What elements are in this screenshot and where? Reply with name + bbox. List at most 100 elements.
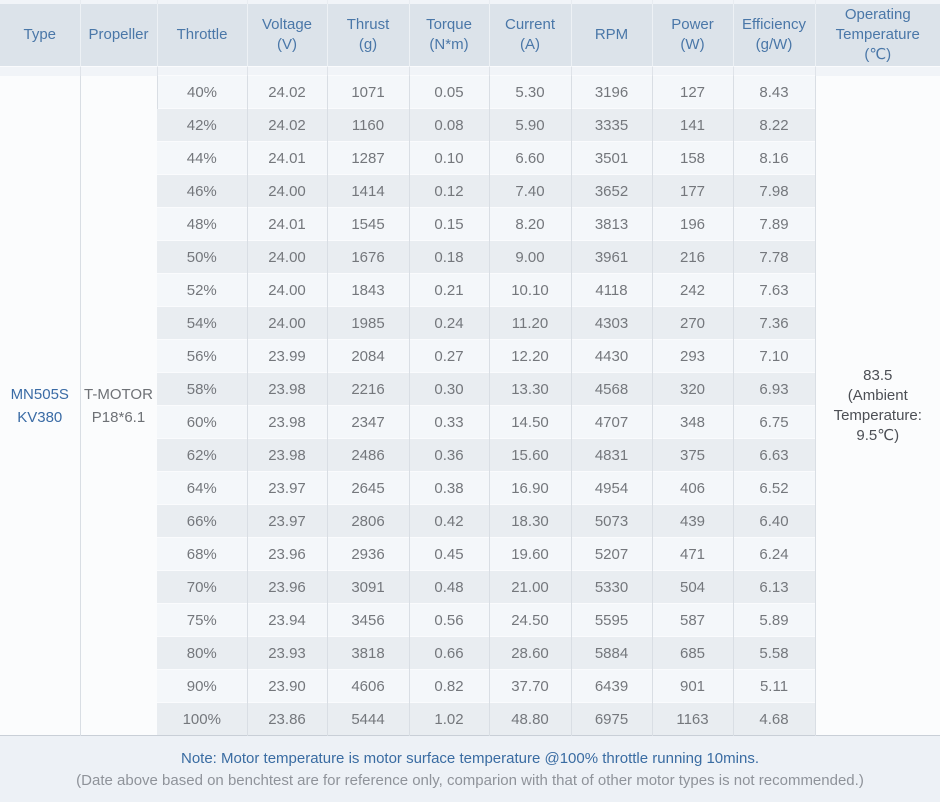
cell-torque: 0.56 <box>408 603 489 637</box>
cell-current: 8.20 <box>488 207 571 241</box>
cell-efficiency: 5.11 <box>732 669 815 703</box>
cell-throttle: 42% <box>157 108 247 142</box>
cell-thrust: 1071 <box>326 75 409 109</box>
cell-efficiency: 8.16 <box>732 141 815 175</box>
cell-power: 901 <box>651 669 733 703</box>
cell-torque: 0.48 <box>408 570 489 604</box>
operating-temperature-cell: 83.5 (Ambient Temperature: 9.5℃) <box>814 75 940 736</box>
note-primary: Note: Motor temperature is motor surface… <box>181 749 759 767</box>
header-propeller: Propeller <box>79 4 157 67</box>
cell-voltage: 23.98 <box>246 438 327 472</box>
cell-throttle: 60% <box>157 405 247 439</box>
cell-thrust: 2216 <box>326 372 409 406</box>
cell-torque: 0.33 <box>408 405 489 439</box>
cell-voltage: 23.98 <box>246 405 327 439</box>
cell-rpm: 3196 <box>570 75 652 109</box>
cell-voltage: 23.98 <box>246 372 327 406</box>
table-row: 50% 24.00 1676 0.18 9.00 3961 216 7.78 <box>0 240 940 274</box>
cell-current: 19.60 <box>488 537 571 571</box>
header-thrust: Thrust (g) <box>326 4 409 67</box>
cell-current: 7.40 <box>488 174 571 208</box>
cell-throttle: 66% <box>157 504 247 538</box>
cell-efficiency: 6.24 <box>732 537 815 571</box>
cell-thrust: 2645 <box>326 471 409 505</box>
cell-rpm: 3335 <box>570 108 652 142</box>
motor-test-data-table: Type Propeller Throttle Voltage (V) Thrust (g)… <box>0 0 940 736</box>
cell-throttle: 64% <box>157 471 247 505</box>
cell-power: 242 <box>651 273 733 307</box>
cell-thrust: 3818 <box>326 636 409 670</box>
cell-rpm: 3652 <box>570 174 652 208</box>
cell-voltage: 23.90 <box>246 669 327 703</box>
table-row: 44% 24.01 1287 0.10 6.60 3501 158 8.16 <box>0 141 940 175</box>
cell-rpm: 6975 <box>570 702 652 736</box>
header-row: Type Propeller Throttle Voltage (V) Thrust (g)… <box>0 4 940 67</box>
cell-thrust: 3456 <box>326 603 409 637</box>
cell-current: 48.80 <box>488 702 571 736</box>
cell-throttle: 75% <box>157 603 247 637</box>
cell-thrust: 3091 <box>326 570 409 604</box>
spacer-cell <box>814 66 940 76</box>
top-strip-cell <box>488 0 571 4</box>
cell-throttle: 54% <box>157 306 247 340</box>
cell-rpm: 3501 <box>570 141 652 175</box>
note-secondary: (Date above based on benchtest are for r… <box>76 771 864 789</box>
top-strip-cell <box>0 0 80 4</box>
spacer-cell <box>326 66 409 76</box>
cell-current: 6.60 <box>488 141 571 175</box>
spacer-cell <box>156 66 247 76</box>
cell-voltage: 23.93 <box>246 636 327 670</box>
cell-efficiency: 6.13 <box>732 570 815 604</box>
cell-current: 18.30 <box>488 504 571 538</box>
cell-torque: 0.36 <box>408 438 489 472</box>
cell-rpm: 4707 <box>570 405 652 439</box>
table-top-strip <box>0 0 940 4</box>
cell-thrust: 4606 <box>326 669 409 703</box>
table-row: 68% 23.96 2936 0.45 19.60 5207 471 6.24 <box>0 537 940 571</box>
cell-efficiency: 7.36 <box>732 306 815 340</box>
cell-current: 5.30 <box>488 75 571 109</box>
cell-efficiency: 6.63 <box>732 438 815 472</box>
table-row: 80% 23.93 3818 0.66 28.60 5884 685 5.58 <box>0 636 940 670</box>
cell-rpm: 5884 <box>570 636 652 670</box>
header-current: Current (A) <box>488 4 571 67</box>
cell-efficiency: 7.10 <box>732 339 815 373</box>
top-strip-cell <box>79 0 157 4</box>
cell-current: 21.00 <box>488 570 571 604</box>
table-row: 48% 24.01 1545 0.15 8.20 3813 196 7.89 <box>0 207 940 241</box>
cell-voltage: 24.00 <box>246 174 327 208</box>
cell-thrust: 5444 <box>326 702 409 736</box>
top-strip-cell <box>156 0 247 4</box>
header-voltage: Voltage (V) <box>246 4 327 67</box>
cell-torque: 0.30 <box>408 372 489 406</box>
cell-current: 15.60 <box>488 438 571 472</box>
cell-rpm: 5207 <box>570 537 652 571</box>
table-row: 52% 24.00 1843 0.21 10.10 4118 242 7.63 <box>0 273 940 307</box>
cell-efficiency: 5.89 <box>732 603 815 637</box>
top-strip-cell <box>732 0 815 4</box>
table-row: MN505S KV380 T-MOTOR P18*6.1 40% 24.02 1071 0.0… <box>0 75 940 736</box>
cell-torque: 0.05 <box>408 75 489 109</box>
cell-throttle: 68% <box>157 537 247 571</box>
cell-voltage: 23.96 <box>246 537 327 571</box>
cell-torque: 1.02 <box>408 702 489 736</box>
cell-efficiency: 7.78 <box>732 240 815 274</box>
cell-efficiency: 5.58 <box>732 636 815 670</box>
cell-power: 196 <box>651 207 733 241</box>
cell-torque: 0.66 <box>408 636 489 670</box>
cell-power: 1163 <box>651 702 733 736</box>
cell-voltage: 24.00 <box>246 273 327 307</box>
cell-throttle: 40% <box>156 75 247 109</box>
spacer-cell <box>0 66 80 76</box>
cell-efficiency: 6.93 <box>732 372 815 406</box>
cell-efficiency: 4.68 <box>732 702 815 736</box>
cell-torque: 0.08 <box>408 108 489 142</box>
cell-power: 216 <box>651 240 733 274</box>
cell-power: 406 <box>651 471 733 505</box>
cell-torque: 0.12 <box>408 174 489 208</box>
table-row: 75% 23.94 3456 0.56 24.50 5595 587 5.89 <box>0 603 940 637</box>
cell-voltage: 23.97 <box>246 504 327 538</box>
table-row: 66% 23.97 2806 0.42 18.30 5073 439 6.40 <box>0 504 940 538</box>
cell-current: 9.00 <box>488 240 571 274</box>
cell-power: 587 <box>651 603 733 637</box>
